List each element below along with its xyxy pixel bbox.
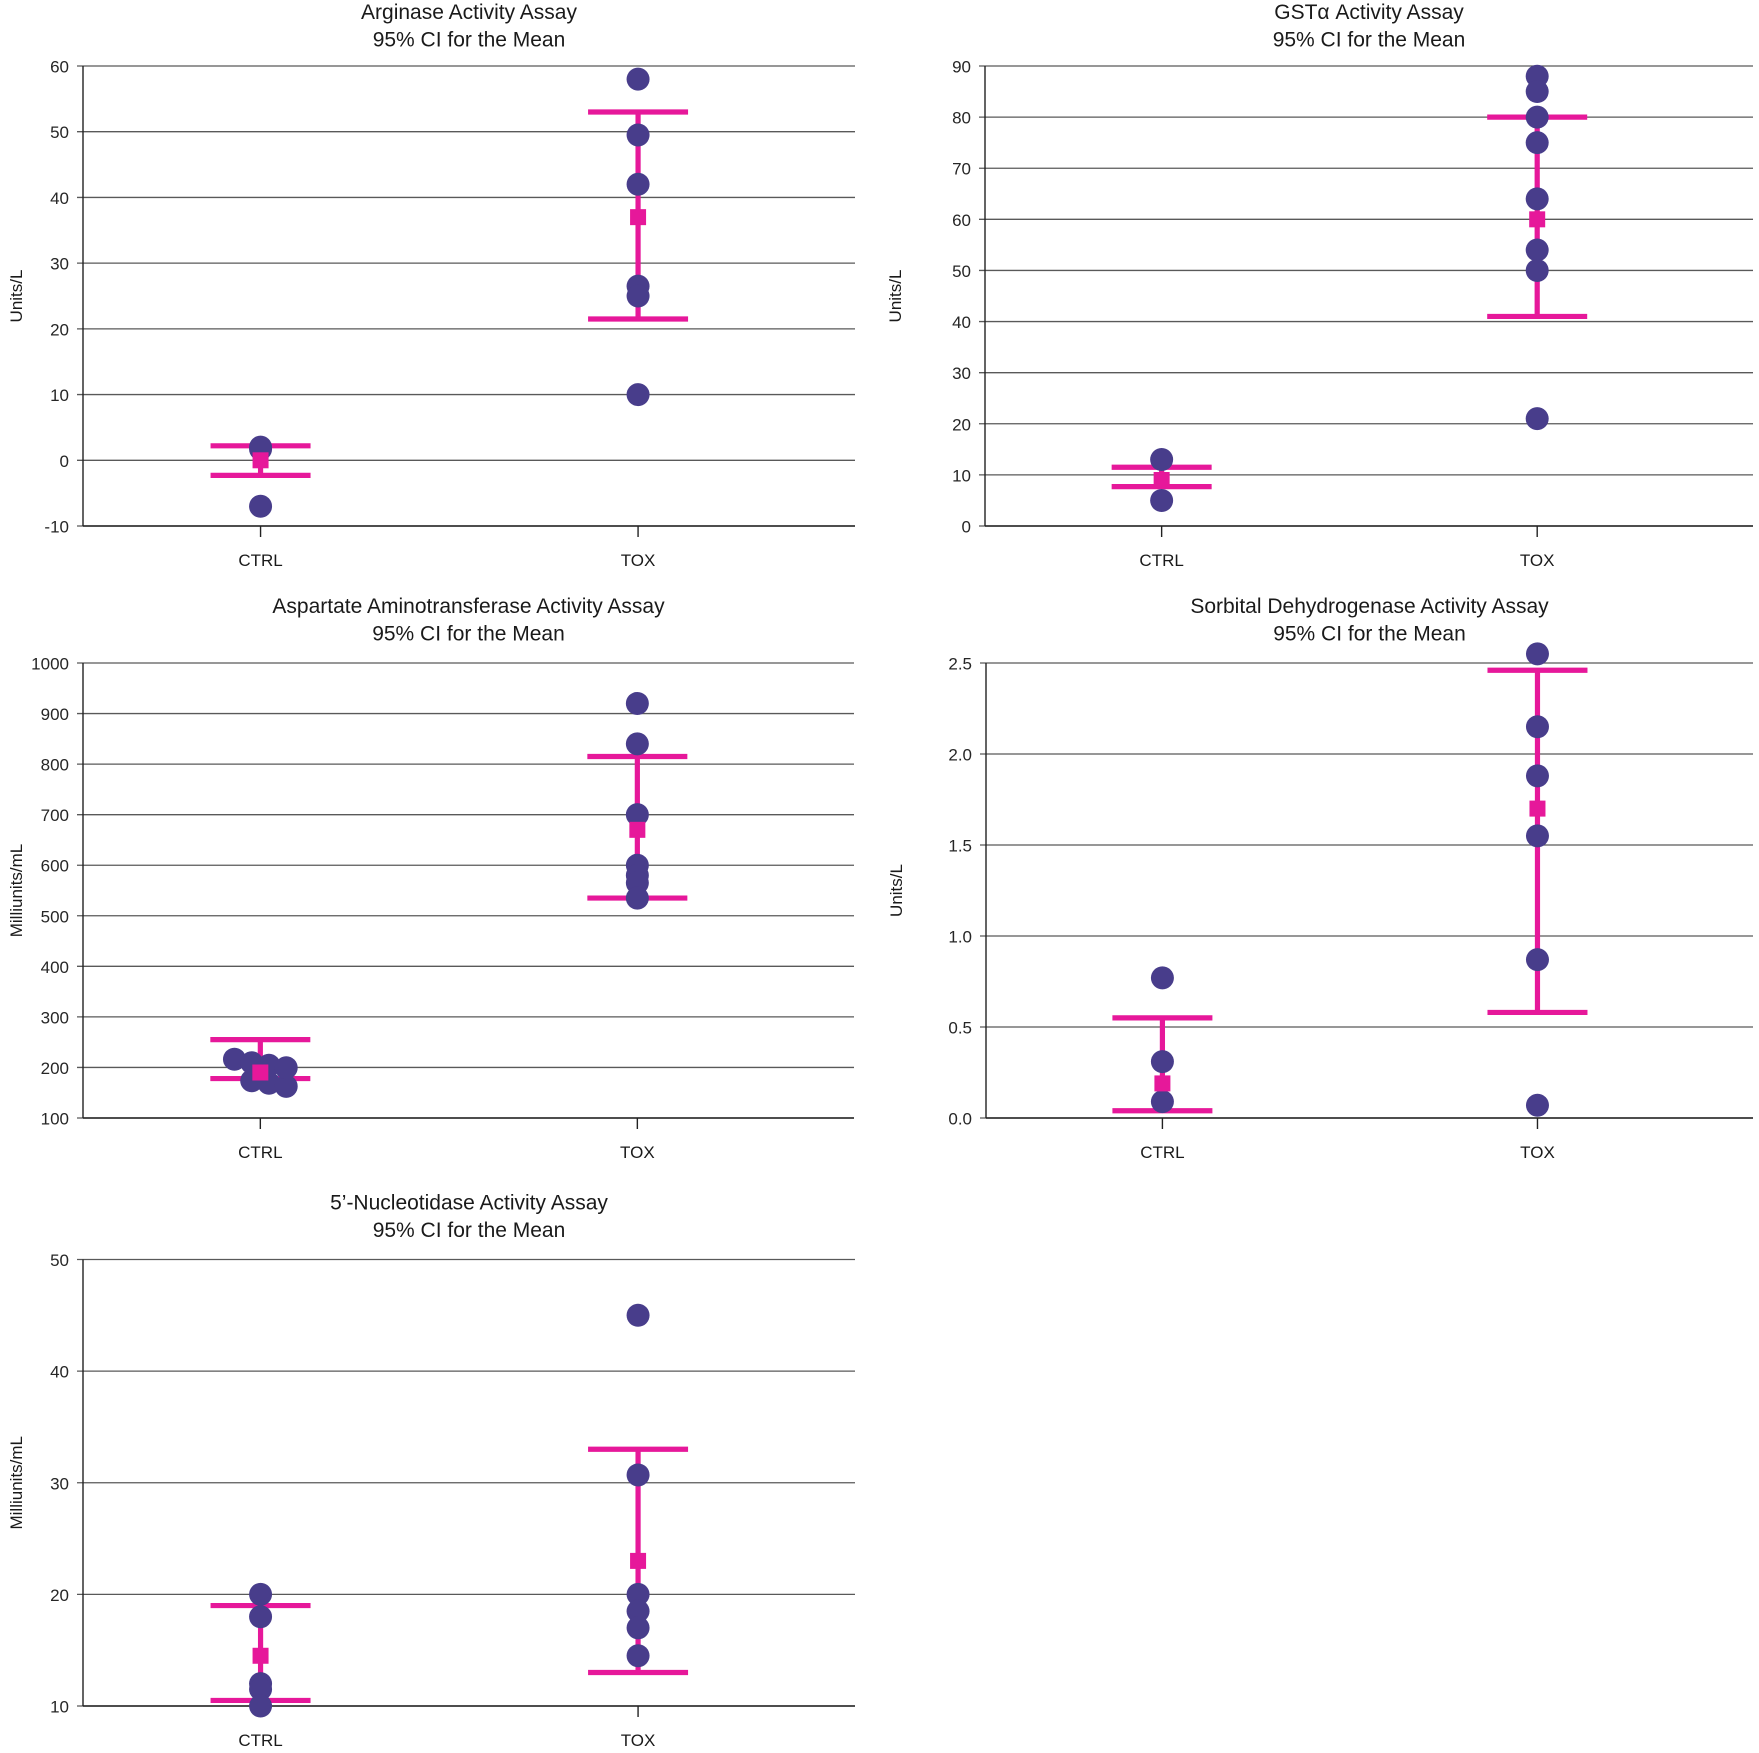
svg-text:GSTα Activity Assay: GSTα Activity Assay — [1274, 1, 1464, 24]
svg-text:700: 700 — [41, 806, 69, 825]
svg-text:0: 0 — [962, 518, 971, 537]
svg-text:10: 10 — [952, 466, 971, 485]
svg-text:2.0: 2.0 — [948, 746, 972, 765]
svg-text:CTRL: CTRL — [1140, 1143, 1184, 1162]
svg-text:30: 30 — [50, 255, 69, 274]
svg-text:TOX: TOX — [621, 1731, 656, 1748]
svg-text:TOX: TOX — [620, 1143, 655, 1162]
svg-text:90: 90 — [952, 58, 971, 77]
svg-text:Units/L: Units/L — [7, 270, 26, 323]
svg-text:95% CI for the Mean: 95% CI for the Mean — [1273, 623, 1466, 646]
svg-text:CTRL: CTRL — [238, 551, 282, 570]
svg-text:100: 100 — [41, 1110, 69, 1129]
svg-text:10: 10 — [50, 386, 69, 405]
svg-text:1.5: 1.5 — [948, 837, 972, 856]
svg-text:TOX: TOX — [621, 551, 656, 570]
svg-text:95% CI for the Mean: 95% CI for the Mean — [1273, 29, 1466, 52]
svg-text:300: 300 — [41, 1008, 69, 1027]
svg-text:TOX: TOX — [1520, 551, 1555, 570]
svg-text:20: 20 — [50, 320, 69, 339]
svg-text:Sorbital Dehydrogenase Activit: Sorbital Dehydrogenase Activity Assay — [1190, 595, 1549, 618]
svg-text:20: 20 — [952, 415, 971, 434]
svg-text:600: 600 — [41, 857, 69, 876]
svg-text:500: 500 — [41, 907, 69, 926]
svg-text:80: 80 — [952, 109, 971, 128]
svg-text:50: 50 — [50, 123, 69, 142]
svg-text:Milliunits/mL: Milliunits/mL — [7, 1436, 26, 1530]
svg-text:400: 400 — [41, 958, 69, 977]
svg-text:0.5: 0.5 — [948, 1019, 972, 1038]
svg-text:CTRL: CTRL — [238, 1143, 282, 1162]
svg-text:60: 60 — [952, 211, 971, 230]
svg-text:10: 10 — [50, 1698, 69, 1717]
svg-text:40: 40 — [50, 1363, 69, 1382]
svg-text:Arginase Activity Assay: Arginase Activity Assay — [361, 1, 577, 24]
svg-text:200: 200 — [41, 1059, 69, 1078]
svg-text:0: 0 — [60, 452, 69, 471]
svg-text:20: 20 — [50, 1586, 69, 1605]
svg-text:CTRL: CTRL — [1139, 551, 1183, 570]
svg-text:Units/L: Units/L — [886, 270, 905, 323]
svg-text:95% CI for the Mean: 95% CI for the Mean — [373, 29, 566, 52]
svg-text:CTRL: CTRL — [238, 1731, 282, 1748]
svg-text:5’-Nucleotidase Activity Assay: 5’-Nucleotidase Activity Assay — [330, 1192, 608, 1215]
svg-text:95% CI for the Mean: 95% CI for the Mean — [373, 1219, 566, 1242]
svg-text:60: 60 — [50, 58, 69, 77]
svg-text:-10: -10 — [44, 518, 69, 537]
svg-text:TOX: TOX — [1520, 1143, 1555, 1162]
svg-text:800: 800 — [41, 756, 69, 775]
svg-text:Milliunits/mL: Milliunits/mL — [7, 844, 26, 938]
svg-text:30: 30 — [952, 364, 971, 383]
svg-text:50: 50 — [50, 1251, 69, 1270]
svg-text:Units/L: Units/L — [887, 864, 906, 917]
svg-text:70: 70 — [952, 160, 971, 179]
svg-text:1000: 1000 — [31, 655, 69, 674]
svg-text:2.5: 2.5 — [948, 655, 972, 674]
svg-text:Aspartate Aminotransferase Act: Aspartate Aminotransferase Activity Assa… — [272, 595, 665, 618]
svg-text:0.0: 0.0 — [948, 1110, 972, 1129]
svg-text:1.0: 1.0 — [948, 928, 972, 947]
svg-text:95% CI for the Mean: 95% CI for the Mean — [372, 623, 565, 646]
svg-text:40: 40 — [50, 189, 69, 208]
svg-text:900: 900 — [41, 705, 69, 724]
svg-text:30: 30 — [50, 1474, 69, 1493]
svg-text:50: 50 — [952, 262, 971, 281]
svg-text:40: 40 — [952, 313, 971, 332]
